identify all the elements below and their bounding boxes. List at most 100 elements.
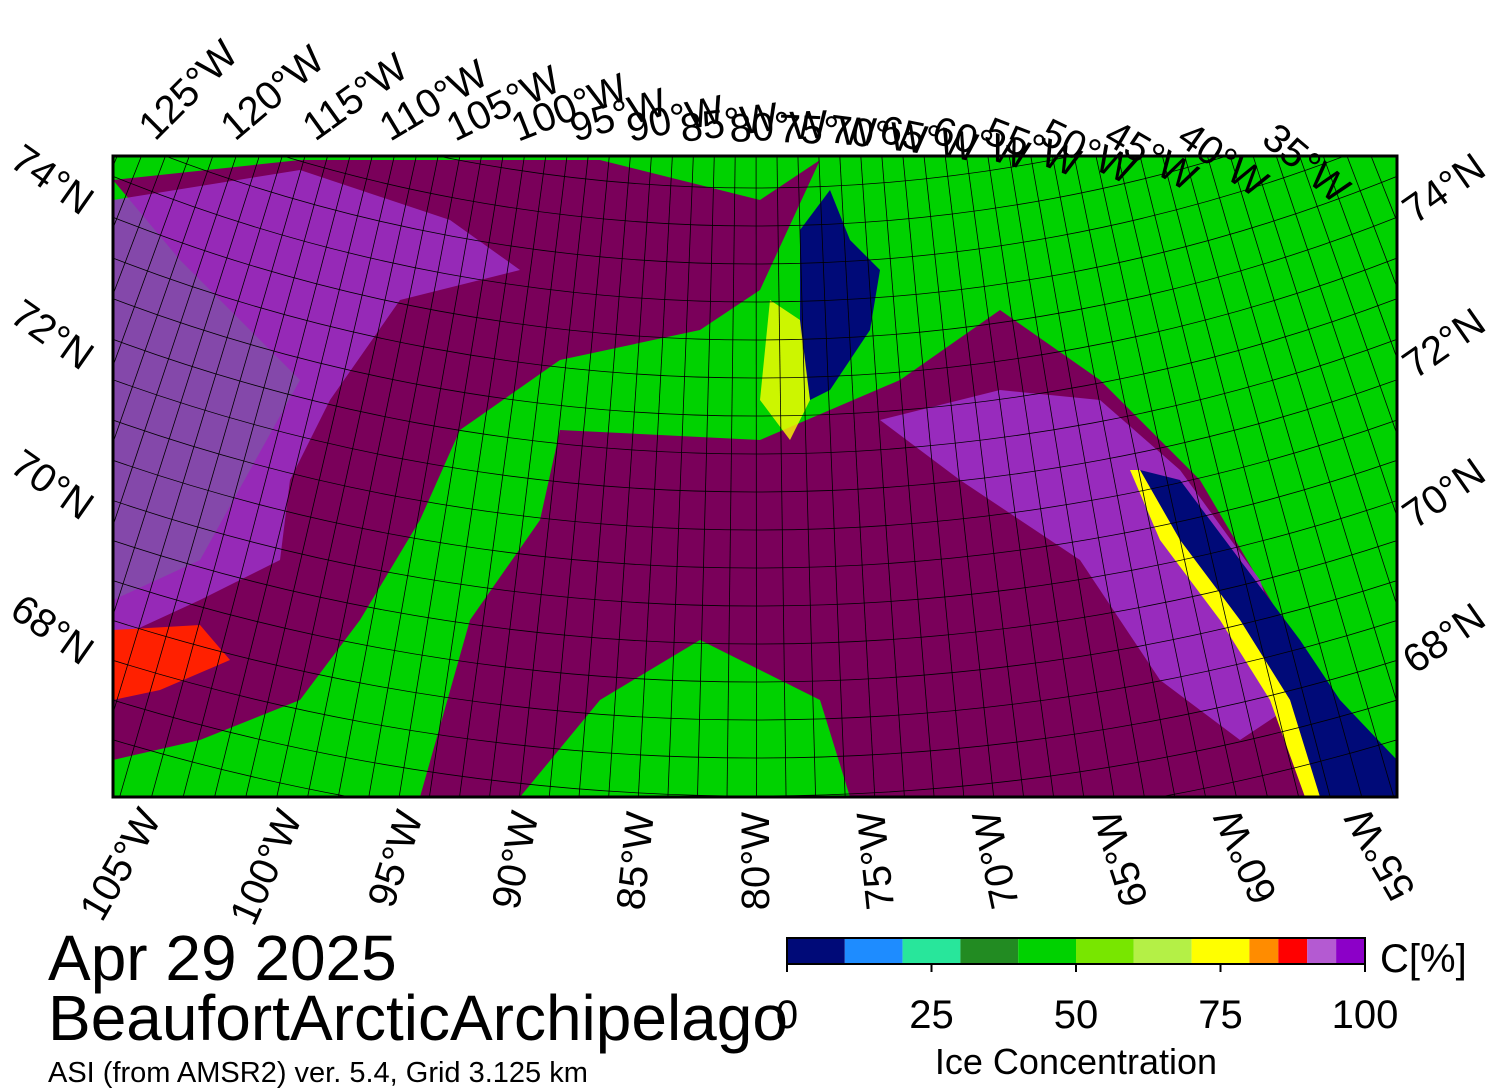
colorbar-tick-label: 100 xyxy=(1332,993,1399,1037)
colorbar-bin xyxy=(1336,938,1365,964)
colorbar-tick-label: 50 xyxy=(1054,993,1099,1037)
meridian xyxy=(881,156,935,797)
right-lat-label: 74°N xyxy=(1395,145,1493,232)
meridian xyxy=(1275,156,1397,518)
meridian xyxy=(1229,156,1397,704)
meridian xyxy=(489,156,568,797)
meridian xyxy=(797,156,817,797)
left-lat-label: 72°N xyxy=(3,291,101,378)
colorbar-bin xyxy=(960,938,1019,964)
meridian xyxy=(1471,0,1512,709)
bottom-lon-label: 105°W xyxy=(72,801,170,928)
meridian xyxy=(1507,0,1512,677)
meridian xyxy=(398,156,504,797)
bottom-lon-label: 70°W xyxy=(964,807,1028,912)
right-lat-label: 68°N xyxy=(1395,595,1493,682)
left-lat-label: 68°N xyxy=(3,586,101,673)
date: Apr 29 2025 xyxy=(48,922,397,994)
left-lat-label: 74°N xyxy=(3,136,101,223)
colorbar-bin xyxy=(1278,938,1308,964)
meridian xyxy=(214,156,373,797)
colorbar-bin xyxy=(902,938,961,964)
colorbar: 0 25 50 75 100 xyxy=(776,937,1399,1037)
colorbar-bin xyxy=(1307,938,1337,964)
meridian xyxy=(113,156,237,527)
right-lat-label: 72°N xyxy=(1395,300,1493,387)
meridian xyxy=(944,156,1024,797)
meridian xyxy=(368,156,482,797)
meridian xyxy=(276,156,417,797)
meridian xyxy=(0,0,5,679)
map-frame xyxy=(111,154,1399,799)
meridian xyxy=(726,156,736,797)
colorbar-tick-label: 75 xyxy=(1198,993,1243,1037)
meridian xyxy=(182,156,351,797)
sea-ice xyxy=(880,390,1300,740)
meridian xyxy=(337,156,461,797)
meridian xyxy=(818,156,846,797)
meridian xyxy=(1073,156,1206,797)
ice-edge xyxy=(760,300,810,440)
source: ASI (from AMSR2) ver. 5.4, Grid 3.125 km xyxy=(48,1057,588,1089)
meridian xyxy=(1030,156,1145,797)
meridian xyxy=(1161,156,1331,797)
bottom-lon-label: 65°W xyxy=(1085,805,1157,912)
bottom-lon-label: 90°W xyxy=(484,807,548,912)
meridian xyxy=(1008,156,1115,797)
colorbar-bin xyxy=(1249,938,1279,964)
colorbar-bin xyxy=(1076,938,1134,964)
open-water xyxy=(1140,470,1397,797)
map xyxy=(0,0,1512,797)
meridian xyxy=(459,156,547,797)
meridian xyxy=(697,156,715,797)
colorbar-bin xyxy=(1191,938,1250,964)
colorbar-tick-label: 0 xyxy=(776,993,798,1037)
ice-edge xyxy=(113,625,230,700)
top-lon-label: 75°W xyxy=(778,107,878,155)
meridian xyxy=(608,156,652,797)
meridian xyxy=(1139,156,1300,797)
colorbar-tick-label: 25 xyxy=(909,993,954,1037)
meridian xyxy=(923,156,995,797)
colorbar-bin xyxy=(844,938,903,964)
ice-edge xyxy=(1130,470,1320,797)
meridian xyxy=(987,156,1085,797)
meridian xyxy=(119,156,306,797)
meridian xyxy=(1117,156,1268,797)
meridian xyxy=(1206,156,1395,797)
meridian xyxy=(667,156,694,797)
meridian xyxy=(637,156,673,797)
bottom-lon-label: 85°W xyxy=(609,810,663,913)
meridian xyxy=(966,156,1055,797)
meridian xyxy=(1252,156,1397,607)
meridian xyxy=(902,156,965,797)
right-lat-label: 70°N xyxy=(1395,450,1493,537)
graticule xyxy=(0,0,1512,797)
meridian xyxy=(519,156,589,797)
meridian xyxy=(1184,156,1363,797)
bottom-lon-label: 95°W xyxy=(360,805,432,912)
region: BeaufortArcticArchipelago xyxy=(48,982,788,1054)
meridian xyxy=(839,156,876,797)
bottom-lon-label: 80°W xyxy=(734,812,778,910)
bottom-lon-label: 100°W xyxy=(222,803,311,931)
sea-ice xyxy=(113,170,520,640)
meridian xyxy=(1095,156,1237,797)
meridian xyxy=(1489,0,1512,693)
meridian xyxy=(578,156,631,797)
meridian xyxy=(0,0,23,695)
meridian xyxy=(113,156,260,617)
bottom-lon-label: 55°W xyxy=(1337,800,1424,907)
meridian xyxy=(548,156,610,797)
open-water xyxy=(800,190,880,400)
colorbar-unit: C[%] xyxy=(1380,937,1467,981)
meridian xyxy=(307,156,439,797)
meridian xyxy=(860,156,905,797)
left-lat-label: 70°N xyxy=(3,441,101,528)
meridian xyxy=(245,156,395,797)
meridian xyxy=(776,156,787,797)
colorbar-bin xyxy=(1018,938,1076,964)
bottom-lon-label: 60°W xyxy=(1206,802,1286,910)
bottom-lon-label: 75°W xyxy=(849,809,903,912)
